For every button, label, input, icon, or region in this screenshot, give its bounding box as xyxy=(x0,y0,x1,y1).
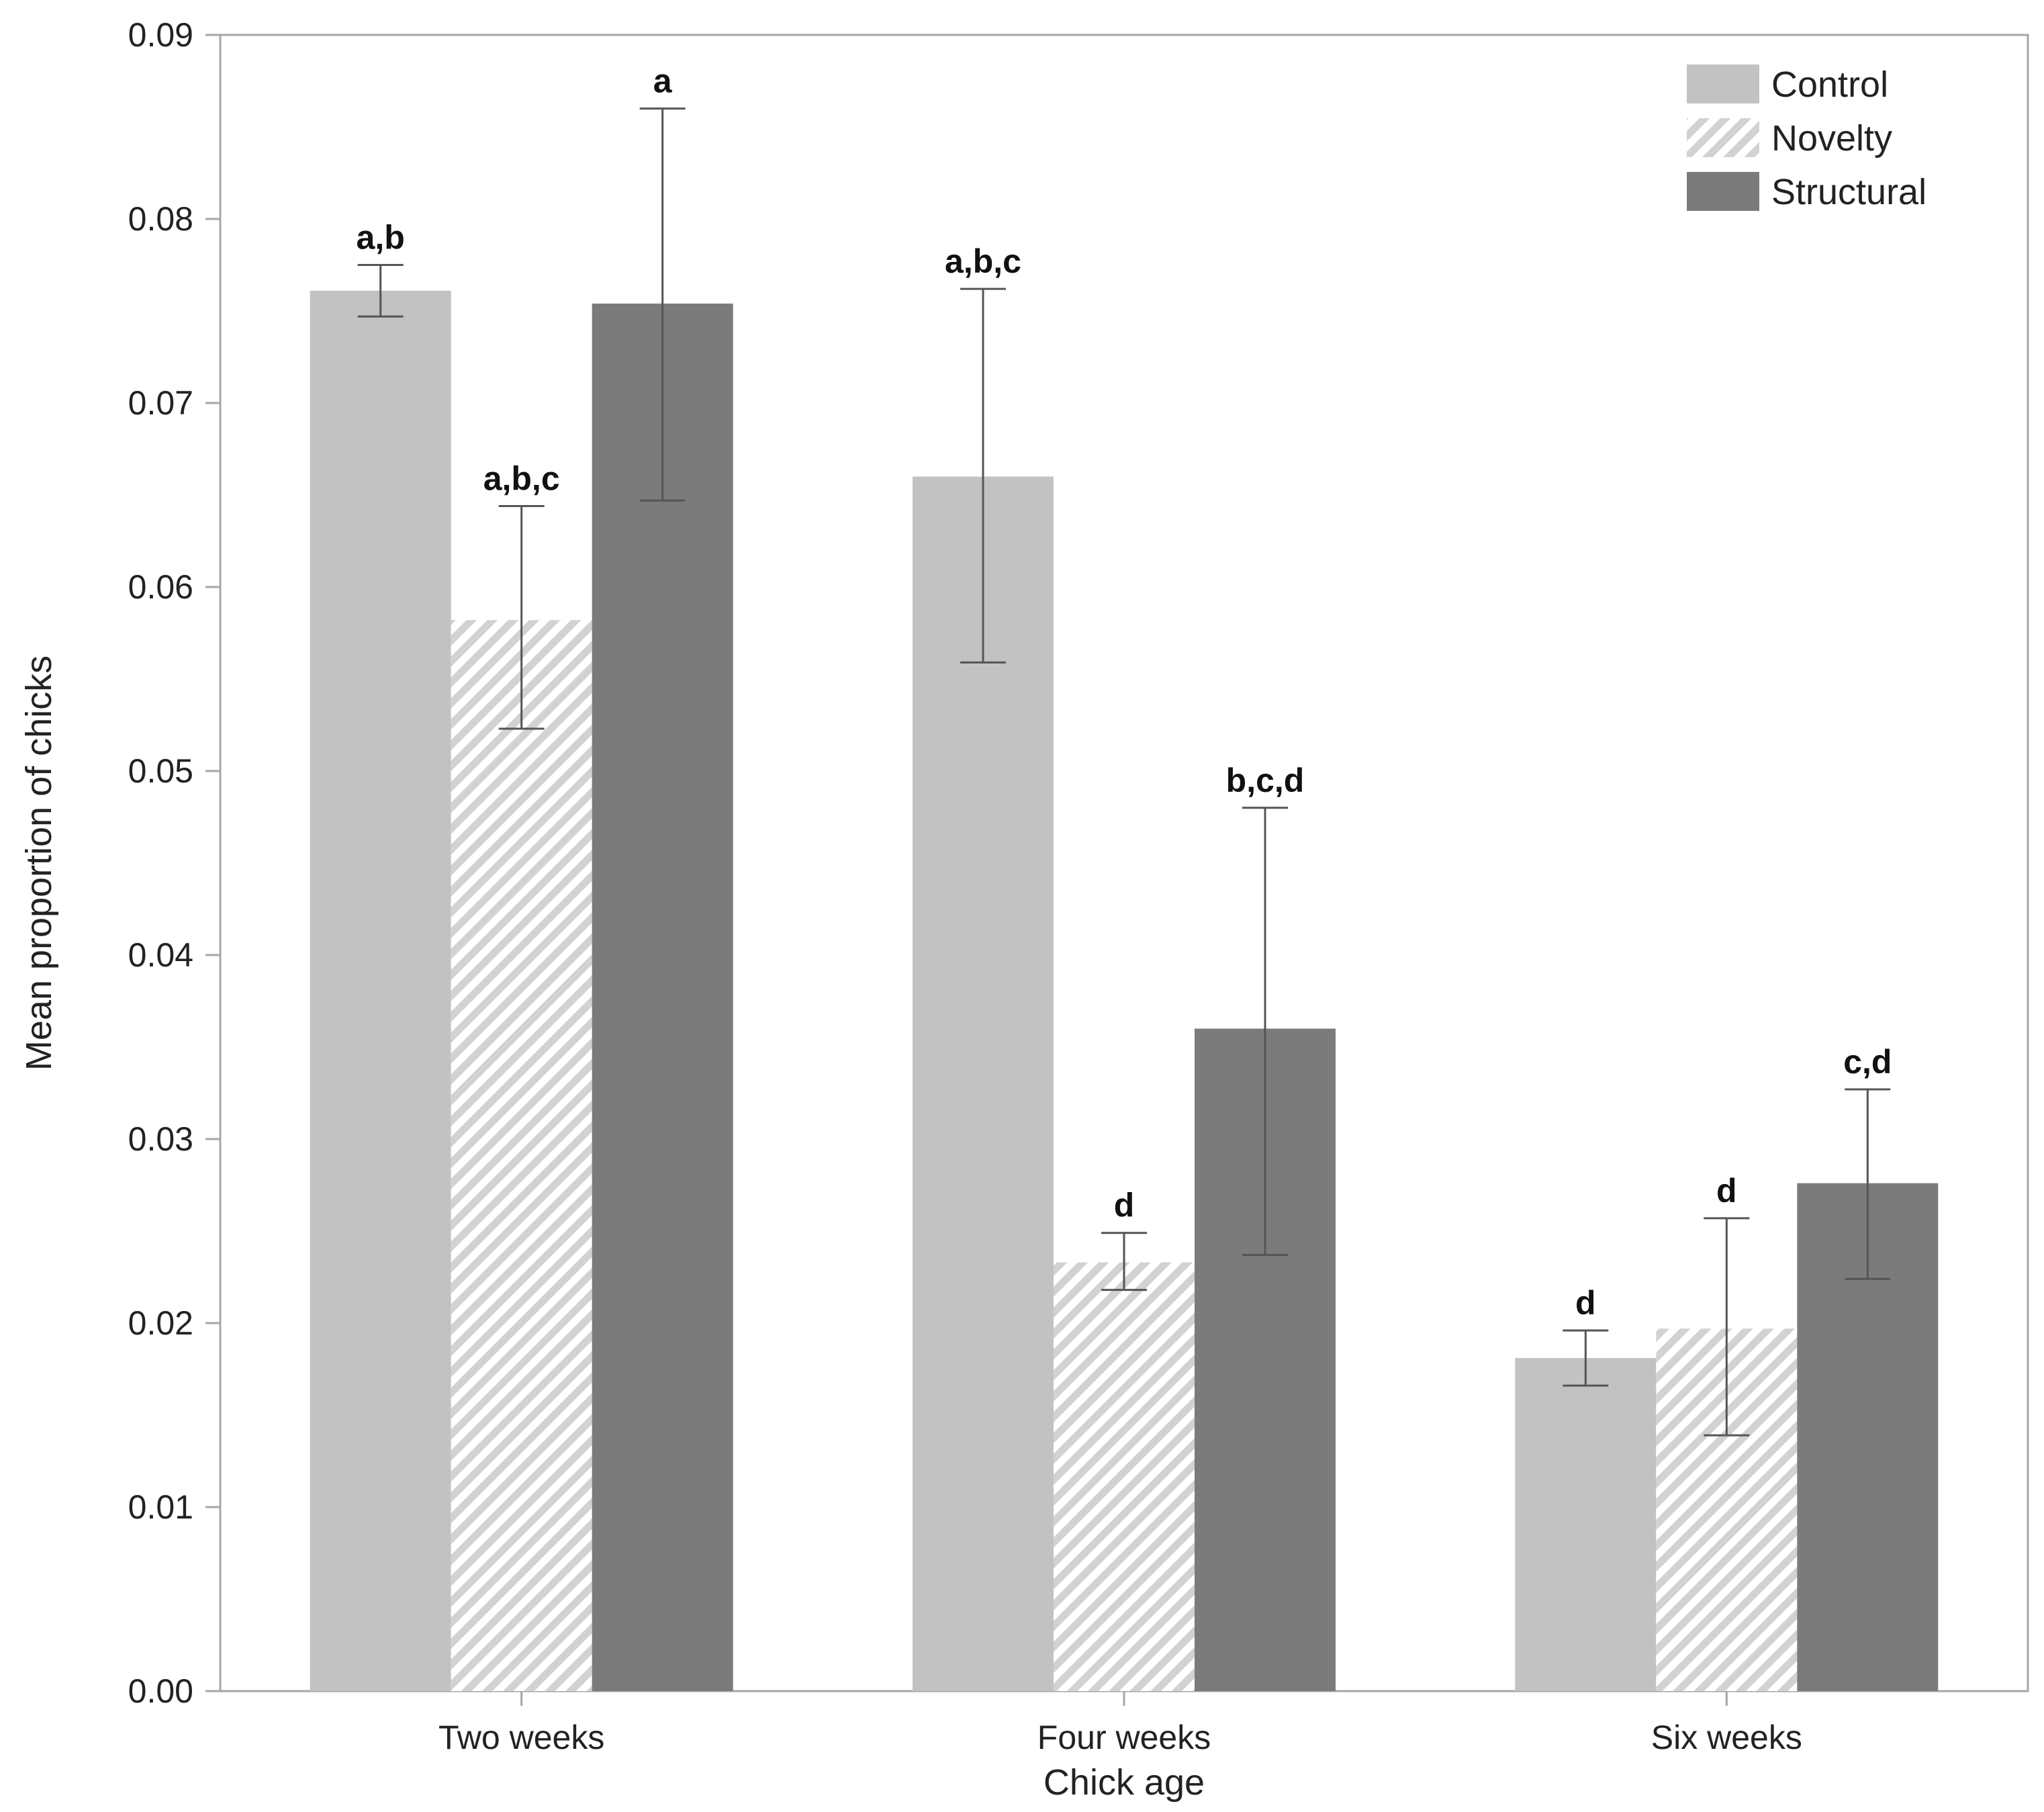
significance-letter-structural-four-weeks: b,c,d xyxy=(1226,762,1305,799)
y-tick-label: 0.01 xyxy=(128,1488,193,1526)
y-axis: 0.00 0.01 0.02 0.03 0.04 0.05 0.06 0.07 0.08 0.09 xyxy=(128,16,220,1710)
legend-label-novelty: Novelty xyxy=(1771,118,1892,158)
y-tick-label: 0.08 xyxy=(128,200,193,238)
bar-novelty-four-weeks xyxy=(1054,1262,1195,1691)
significance-letter-novelty-six-weeks: d xyxy=(1716,1172,1737,1210)
x-tick-label-two-weeks: Two weeks xyxy=(438,1719,604,1756)
y-tick-label: 0.05 xyxy=(128,752,193,790)
y-tick-label: 0.00 xyxy=(128,1672,193,1710)
significance-letters-layer: a,b a,b,c a a,b,c d b,c,d d d c,d xyxy=(357,62,1892,1322)
significance-letter-control-two-weeks: a,b xyxy=(357,219,405,257)
legend: Control Novelty Structural xyxy=(1687,64,1926,212)
x-axis: Two weeks Four weeks Six weeks xyxy=(438,1691,1802,1756)
significance-letter-control-four-weeks: a,b,c xyxy=(945,242,1021,280)
bar-control-two-weeks xyxy=(310,290,451,1692)
error-bars-layer xyxy=(357,107,1891,1437)
x-tick-label-six-weeks: Six weeks xyxy=(1651,1719,1802,1756)
y-tick-label: 0.03 xyxy=(128,1120,193,1158)
bar-novelty-two-weeks xyxy=(451,620,592,1691)
y-tick-label: 0.06 xyxy=(128,568,193,606)
y-axis-title: Mean proportion of chicks xyxy=(19,655,59,1071)
significance-letter-novelty-four-weeks: d xyxy=(1114,1187,1135,1224)
significance-letter-control-six-weeks: d xyxy=(1575,1284,1596,1322)
legend-swatch-control xyxy=(1687,64,1759,103)
significance-letter-structural-six-weeks: c,d xyxy=(1843,1043,1892,1081)
bar-structural-two-weeks xyxy=(592,304,733,1691)
bars-layer xyxy=(310,290,1939,1692)
x-axis-title: Chick age xyxy=(1043,1762,1205,1803)
y-tick-label: 0.04 xyxy=(128,936,193,974)
legend-swatch-structural xyxy=(1687,172,1759,211)
y-tick-label: 0.07 xyxy=(128,384,193,422)
x-tick-label-four-weeks: Four weeks xyxy=(1037,1719,1211,1756)
y-tick-label: 0.02 xyxy=(128,1304,193,1342)
legend-label-structural: Structural xyxy=(1771,172,1926,212)
significance-letter-structural-two-weeks: a xyxy=(653,62,673,100)
legend-label-control: Control xyxy=(1771,64,1888,105)
y-tick-label: 0.09 xyxy=(128,16,193,54)
significance-letter-novelty-two-weeks: a,b,c xyxy=(483,459,560,497)
bar-control-four-weeks xyxy=(913,476,1054,1691)
legend-swatch-novelty xyxy=(1687,118,1759,157)
bar-control-six-weeks xyxy=(1515,1358,1657,1691)
